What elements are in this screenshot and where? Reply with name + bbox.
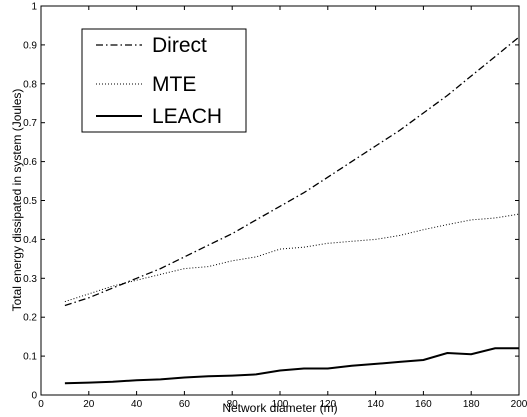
x-tick-label: 80 [227,399,239,410]
x-tick-label: 60 [179,399,191,410]
y-tick-label: 1 [31,2,37,13]
legend-label-leach: LEACH [152,105,222,128]
x-tick-label: 180 [463,399,480,410]
y-tick-label: 0.4 [23,235,37,246]
x-tick-label: 100 [272,399,289,410]
tick-group: 0 20 40 60 80 100 120 140 160 180 200 0 0.1 0.2 0.3 0.4… [23,2,527,411]
y-tick-label: 0.3 [23,274,37,285]
y-tick-label: 0.7 [23,118,37,129]
y-tick-label: 0.2 [23,313,37,324]
y-tick-label: 0 [31,391,37,402]
x-tick-label: 140 [367,399,384,410]
series-group [64,36,520,385]
y-tick-label: 0.5 [23,196,37,207]
y-tick-label: 0.6 [23,157,37,168]
legend-box [81,28,247,133]
y-tick-label: 0.9 [23,40,37,51]
x-tick-label: 200 [511,399,527,410]
legend-label-mte: MTE [152,73,196,96]
legend-label-direct: Direct [152,34,207,57]
y-axis-label: Total energy dissipated in system (Joule… [10,89,24,312]
series-line-leach [64,347,519,385]
series-line-direct [64,36,520,307]
x-tick-label: 20 [83,399,95,410]
y-tick-label: 0.8 [23,79,37,90]
series-line-mte [64,213,520,303]
x-tick-label: 160 [415,399,432,410]
x-axis-label: Network diameter (m) [222,401,337,415]
x-tick-label: 0 [38,399,44,410]
legend: Direct MTE LEACH [81,28,247,133]
x-tick-label: 40 [131,399,143,410]
y-tick-label: 0.1 [23,352,37,363]
x-tick-label: 120 [319,399,336,410]
